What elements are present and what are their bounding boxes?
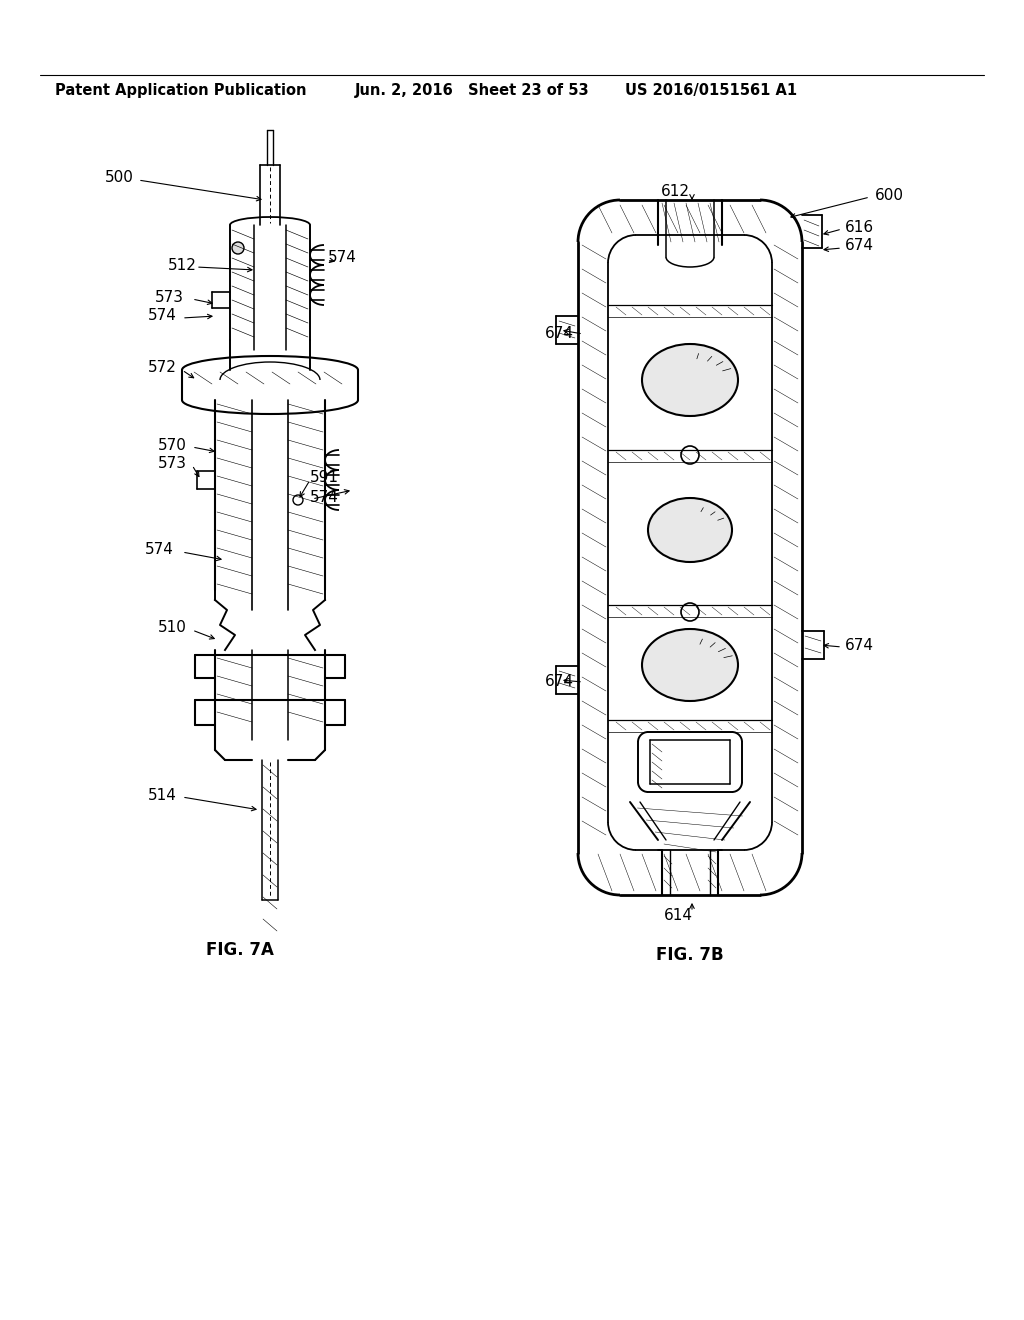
Text: 573: 573 (155, 289, 184, 305)
Text: 500: 500 (105, 170, 134, 186)
Text: 510: 510 (158, 620, 186, 635)
Text: 600: 600 (874, 189, 904, 203)
Text: Jun. 2, 2016   Sheet 23 of 53: Jun. 2, 2016 Sheet 23 of 53 (355, 82, 590, 98)
Circle shape (681, 446, 699, 465)
Text: 574: 574 (328, 251, 357, 265)
Circle shape (681, 603, 699, 620)
Text: 674: 674 (845, 239, 874, 253)
Text: 612: 612 (660, 185, 689, 199)
Text: 616: 616 (845, 219, 874, 235)
Text: 570: 570 (158, 437, 186, 453)
Ellipse shape (642, 630, 738, 701)
Text: 614: 614 (664, 908, 692, 923)
Text: 514: 514 (148, 788, 177, 803)
Text: FIG. 7A: FIG. 7A (206, 941, 274, 960)
Text: 674: 674 (545, 326, 574, 342)
Ellipse shape (642, 345, 738, 416)
Text: 674: 674 (845, 638, 874, 652)
Text: 572: 572 (148, 360, 177, 375)
Text: US 2016/0151561 A1: US 2016/0151561 A1 (625, 82, 797, 98)
Text: 591: 591 (310, 470, 339, 486)
Text: FIG. 7B: FIG. 7B (656, 946, 724, 964)
Text: 574: 574 (145, 543, 174, 557)
Text: Patent Application Publication: Patent Application Publication (55, 82, 306, 98)
Text: 574: 574 (148, 309, 177, 323)
Text: 512: 512 (168, 257, 197, 272)
Text: 674: 674 (545, 675, 574, 689)
Text: 573: 573 (158, 455, 187, 470)
Ellipse shape (648, 498, 732, 562)
Circle shape (293, 495, 303, 506)
Text: 574: 574 (310, 490, 339, 504)
Circle shape (232, 242, 244, 253)
